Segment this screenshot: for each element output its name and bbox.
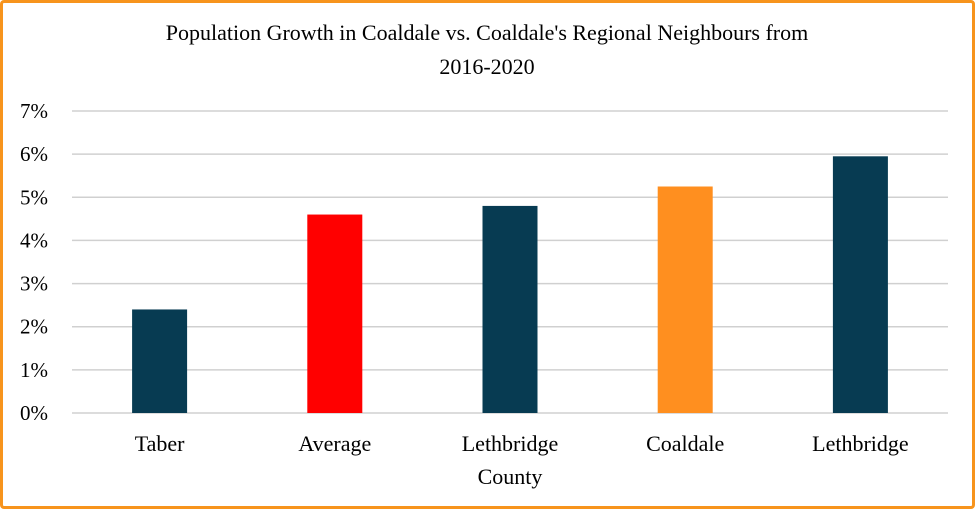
chart-title-line-1: Population Growth in Coaldale vs. Coalda…: [166, 20, 808, 45]
y-tick-label: 6%: [20, 142, 48, 166]
bar-taber: [132, 309, 188, 413]
x-tick-label: Average: [298, 431, 371, 456]
bar-lethbridge: [832, 156, 888, 414]
x-tick-label: Lethbridge: [812, 431, 909, 456]
bar-average: [307, 214, 363, 413]
y-tick-label: 4%: [20, 228, 48, 252]
x-tick-label: County: [478, 464, 543, 489]
x-tick-label: Coaldale: [646, 431, 724, 456]
x-tick-label: Taber: [135, 431, 185, 456]
y-tick-label: 0%: [20, 401, 48, 425]
y-tick-label: 5%: [20, 185, 48, 209]
y-tick-label: 3%: [20, 272, 48, 296]
y-tick-label: 7%: [20, 99, 48, 123]
y-tick-label: 2%: [20, 315, 48, 339]
chart-title-line-2: 2016-2020: [439, 54, 534, 79]
bar-lethbridge-county: [482, 205, 538, 413]
y-tick-label: 1%: [20, 358, 48, 382]
x-tick-label: Lethbridge: [462, 431, 559, 456]
bar-coaldale: [657, 186, 713, 413]
